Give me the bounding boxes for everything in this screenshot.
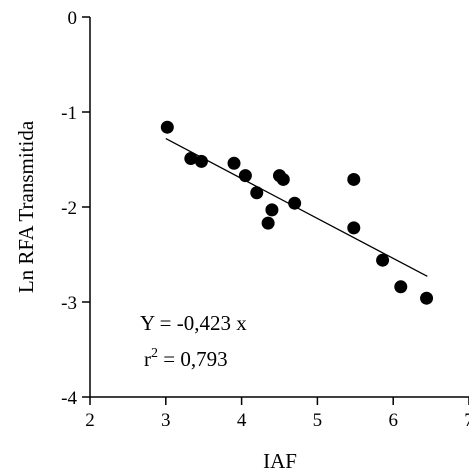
x-axis-ticks: 2 3 4 5 6 7	[85, 397, 469, 431]
x-tick-label: 4	[237, 410, 247, 431]
r2-value: = 0,793	[158, 347, 228, 371]
data-point	[347, 221, 361, 235]
r-squared-annotation: r2 = 0,793	[144, 346, 228, 371]
data-point	[288, 196, 302, 210]
y-tick-label: -4	[61, 388, 77, 409]
y-tick-label: 0	[68, 8, 78, 29]
data-point	[250, 186, 264, 200]
x-tick-label: 5	[313, 410, 323, 431]
data-point	[238, 169, 252, 183]
x-tick-label: 2	[85, 410, 95, 431]
x-tick-label: 3	[161, 410, 171, 431]
y-tick-label: -1	[61, 103, 77, 124]
data-point	[194, 154, 208, 168]
y-axis-title: Ln RFA Transmitida	[14, 120, 38, 293]
data-point	[347, 172, 361, 186]
x-axis-title: IAF	[263, 449, 297, 473]
x-tick-label: 7	[464, 410, 469, 431]
data-point	[376, 253, 390, 267]
data-point	[227, 156, 241, 170]
r2-exponent: 2	[151, 346, 158, 361]
data-point	[265, 203, 279, 217]
data-points	[160, 120, 434, 305]
y-tick-label: -3	[61, 293, 77, 314]
data-point	[184, 152, 198, 166]
data-point	[160, 120, 174, 134]
data-point	[276, 172, 290, 186]
r2-prefix: r	[144, 347, 151, 371]
x-tick-label: 6	[388, 410, 398, 431]
data-point	[261, 216, 275, 230]
regression-equation: Y = -0,423 x	[140, 311, 247, 335]
data-point	[394, 280, 408, 294]
data-point	[420, 291, 434, 305]
y-axis-ticks: 0 -1 -2 -3 -4	[61, 8, 90, 409]
y-tick-label: -2	[61, 198, 77, 219]
